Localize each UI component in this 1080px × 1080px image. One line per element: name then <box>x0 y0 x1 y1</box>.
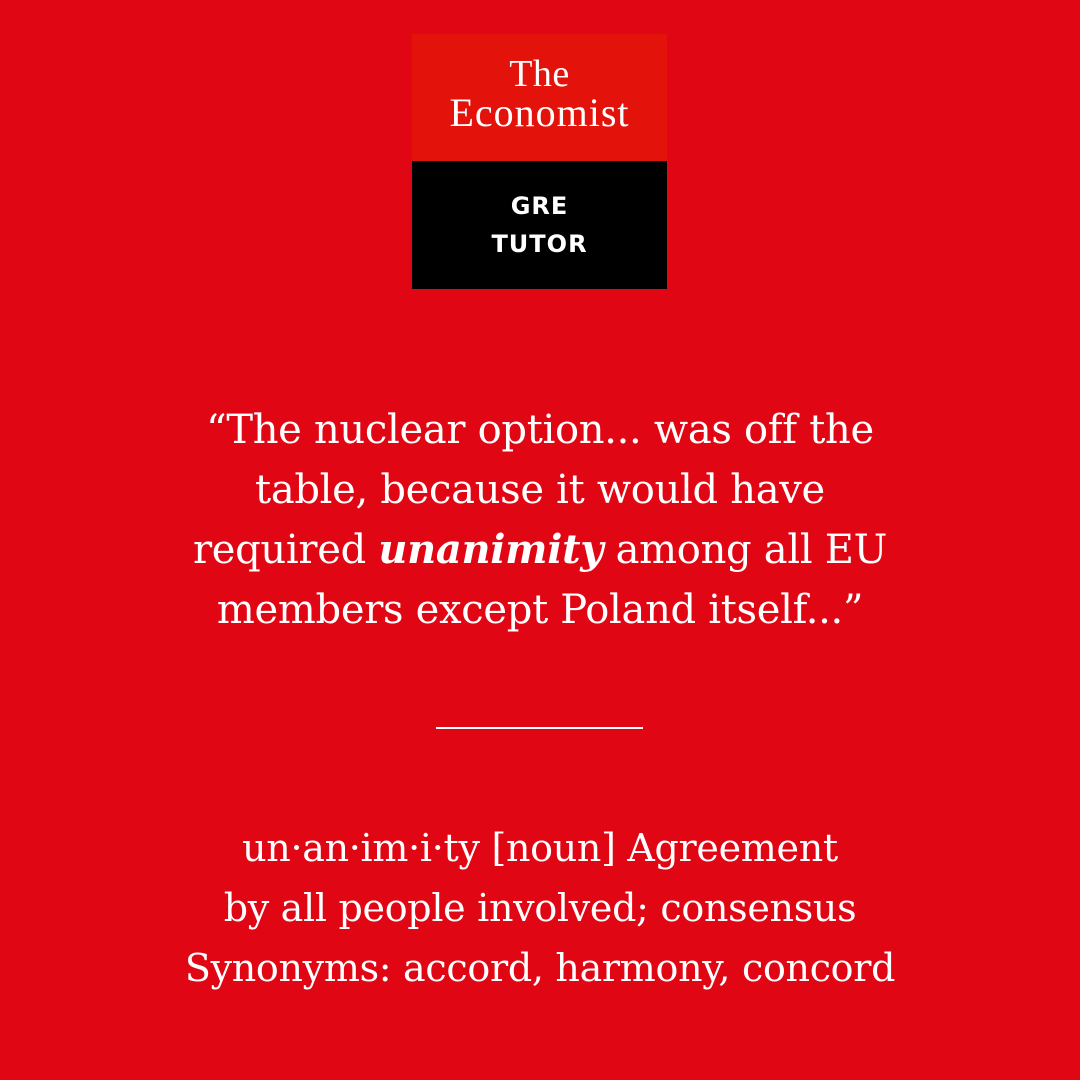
quote-line-3-before: required <box>192 527 379 573</box>
definition-line-2: by all people involved; consensus <box>223 886 857 930</box>
logo-masthead: The Economist <box>412 34 667 161</box>
definition-line-1: un·an·im·i·ty [noun] Agreement <box>242 826 838 870</box>
quote-line-3: required unanimity among all EU <box>100 520 980 580</box>
logo-economist: Economist <box>449 90 630 135</box>
logo-gre: GRE <box>510 192 569 220</box>
definition-text: un·an·im·i·ty [noun] Agreement by all pe… <box>100 818 980 998</box>
definition-line-3: Synonyms: accord, harmony, concord <box>184 946 896 990</box>
quote-line-1: “The nuclear option... was off the <box>206 407 874 453</box>
economist-gre-tutor-logo: The Economist GRE TUTOR <box>412 34 667 289</box>
quote-line-3-after: among all EU <box>603 527 888 573</box>
quote-text: “The nuclear option... was off the table… <box>100 400 980 640</box>
quote-line-4: members except Poland itself...” <box>216 587 864 633</box>
divider-line <box>436 727 643 729</box>
logo-the: The <box>509 53 570 95</box>
highlighted-word: unanimity <box>378 526 604 573</box>
logo-gre-tutor-block: GRE TUTOR <box>412 161 667 289</box>
logo-tutor: TUTOR <box>491 230 588 258</box>
quote-line-2: table, because it would have <box>255 467 825 513</box>
